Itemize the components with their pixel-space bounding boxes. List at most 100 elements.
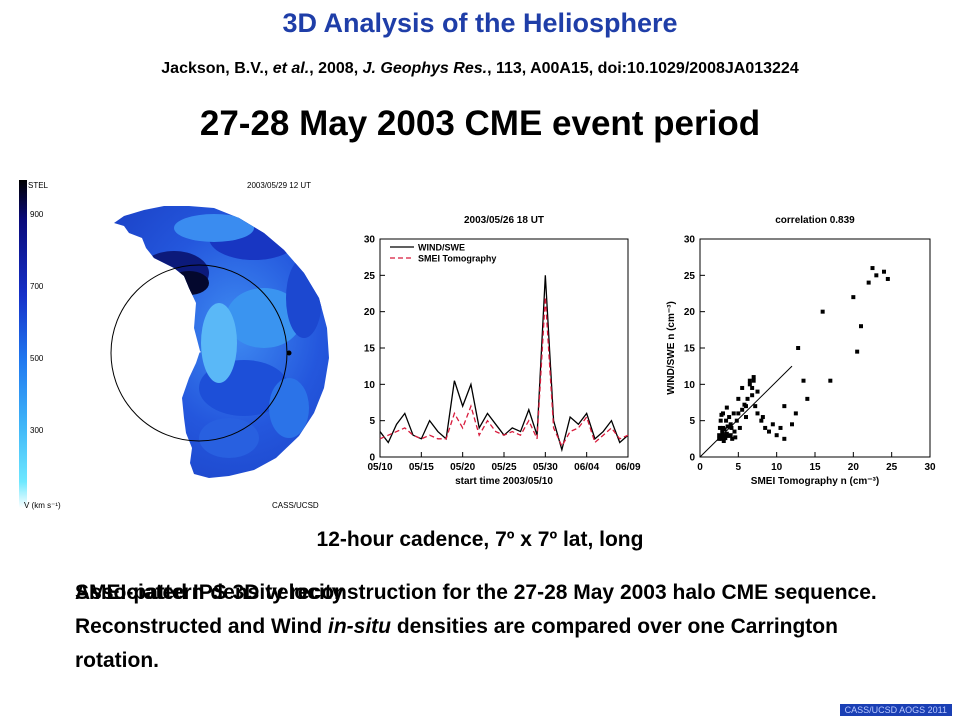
map-credit: CASS/UCSD: [272, 501, 319, 510]
legend-label-1: SMEI Tomography: [418, 254, 496, 264]
scatter-point-48: [782, 436, 787, 441]
x-tick-label: 05/25: [491, 462, 516, 473]
scatter-point-43: [760, 415, 765, 420]
scatter-point-40: [751, 378, 756, 383]
scatter-point-52: [796, 346, 801, 350]
scatter-point-4: [724, 431, 729, 436]
scatter-point-14: [717, 425, 722, 430]
citation: Jackson, B.V., et al., 2008, J. Geophys …: [161, 60, 799, 77]
colorbar-tick-900: 900: [30, 210, 44, 219]
scatter-point-47: [778, 425, 783, 430]
scatter-point-66: [742, 402, 747, 407]
scatter-point-33: [736, 396, 741, 401]
scatter-point-8: [723, 436, 728, 441]
scatter-point-56: [828, 378, 833, 383]
scatter-point-27: [744, 415, 748, 420]
caption-velocity-overlap: Associated IPS 3D velocity: [75, 581, 344, 604]
scatter-point-31: [751, 375, 756, 380]
y-tick-label: 10: [364, 380, 376, 391]
x-tick-label: 05/15: [409, 462, 434, 473]
x-axis-label: start time 2003/05/10: [455, 476, 553, 487]
scatter-point-26: [740, 407, 745, 412]
plot-frame: [699, 238, 931, 458]
cadence-label: 12-hour cadence, 7º x 7º lat, long: [316, 528, 644, 551]
colorbar-tick-500: 500: [30, 354, 44, 363]
scatter-point-68: [724, 405, 729, 410]
footer-badge: CASS/UCSD AOGS 2011: [839, 704, 952, 716]
x-tick-label: 25: [886, 462, 898, 473]
chart-title: correlation 0.839: [775, 215, 855, 226]
scatter-point-49: [790, 422, 794, 427]
y-tick-label: 25: [684, 271, 696, 282]
scatter-point-53: [801, 378, 806, 383]
colorbar: [19, 180, 27, 508]
scatter-point-61: [870, 266, 875, 271]
scatter-point-46: [774, 433, 779, 438]
scatter-point-30: [750, 385, 755, 390]
scatter-point-0: [717, 433, 722, 438]
scatter-point-13: [732, 429, 737, 434]
x-axis-label: SMEI Tomography n (cm⁻³): [751, 476, 879, 487]
velocity-field: [114, 206, 329, 478]
colorbar-unit: V (km s⁻¹): [24, 501, 61, 510]
x-tick-label: 20: [848, 462, 860, 473]
y-tick-label: 20: [684, 307, 696, 318]
y-tick-label: 20: [364, 307, 376, 318]
y-tick-label: 5: [369, 416, 375, 427]
caption-density: SMEI-pattern density reconstruction for …: [75, 581, 877, 672]
series-line-1: [379, 297, 629, 448]
map-instrument-label: STEL: [28, 181, 49, 190]
scatter-svg: correlation 0.839 0 5 10 15 20 25 30 0 5 10 15 20 25 3…: [666, 215, 936, 487]
scatter-point-18: [719, 412, 724, 417]
scatter-point-37: [755, 411, 760, 416]
map-date-label: 2003/05/29 12 UT: [247, 181, 311, 190]
scatter-point-28: [745, 396, 750, 401]
y-tick-label: 30: [364, 235, 376, 246]
scatter-point-63: [882, 269, 886, 274]
scatter-point-19: [726, 433, 731, 438]
y-tick-label: 15: [684, 344, 696, 355]
scatter-point-41: [750, 393, 755, 398]
x-tick-label: 05/30: [533, 462, 558, 473]
x-tick-label: 05/10: [367, 462, 392, 473]
scatter-point-15: [721, 439, 726, 444]
scatter-point-12: [727, 415, 732, 420]
timeseries-svg: 2003/05/26 18 UT 0 5 10 15 20 25 30 05/10 05/15 05…: [346, 215, 641, 487]
scatter-point-55: [820, 309, 825, 314]
scatter-point-60: [866, 280, 871, 285]
density-correlation-chart: correlation 0.839 0 5 10 15 20 25 30 0 5 10 15 20 25 3…: [650, 205, 940, 505]
slide-title: 3D Analysis of the Heliosphere: [282, 8, 678, 38]
scatter-point-1: [719, 436, 724, 441]
x-tick-label: 30: [924, 462, 936, 473]
scatter-point-17: [729, 425, 734, 430]
scatter-point-45: [770, 422, 775, 427]
y-tick-label: 30: [684, 235, 696, 246]
y-tick-label: 0: [369, 453, 375, 464]
scatter-point-50: [782, 404, 787, 409]
y-tick-label: 0: [689, 453, 695, 464]
scatter-point-24: [734, 418, 739, 423]
scatter-point-35: [747, 378, 752, 383]
scatter-point-69: [733, 435, 738, 440]
x-tick-label: 15: [809, 462, 821, 473]
x-tick-label: 0: [697, 462, 703, 473]
scatter-point-11: [730, 436, 735, 441]
y-tick-label: 25: [364, 271, 376, 282]
scatter-point-5: [718, 418, 723, 423]
scatter-point-36: [753, 404, 758, 409]
scatter-point-21: [717, 436, 722, 441]
series-line-0: [379, 275, 629, 453]
scatter-point-29: [747, 382, 752, 387]
scatter-point-23: [731, 411, 736, 416]
density-timeseries-chart: 2003/05/26 18 UT 0 5 10 15 20 25 30 05/10 05/15 05…: [346, 205, 648, 505]
scatter-point-51: [793, 411, 798, 416]
scatter-point-38: [759, 418, 764, 423]
x-tick-label: 10: [771, 462, 783, 473]
scatter-point-22: [722, 427, 727, 432]
y-tick-label: 15: [364, 344, 376, 355]
x-tick-label: 5: [736, 462, 742, 473]
colorbar-tick-700: 700: [30, 282, 44, 291]
scatter-point-34: [740, 385, 745, 390]
x-tick-label: 06/04: [574, 462, 599, 473]
